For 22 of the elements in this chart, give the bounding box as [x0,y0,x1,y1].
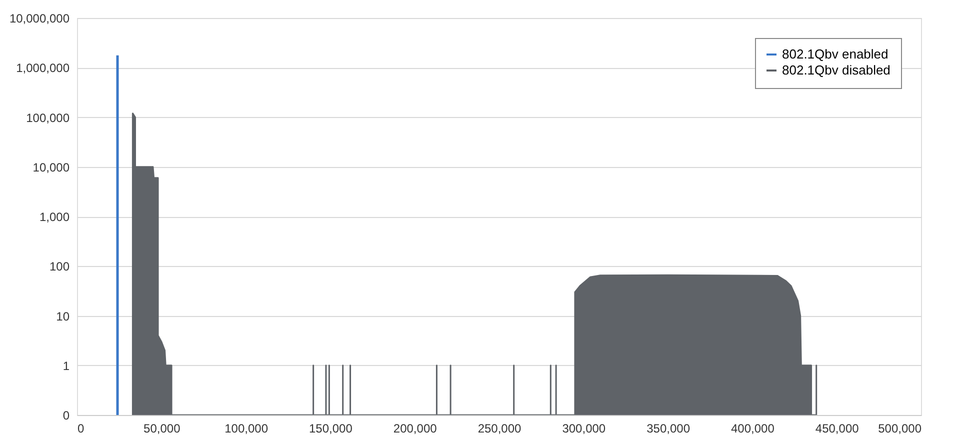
legend-label: 802.1Qbv disabled [782,62,890,78]
x-tick-label: 500,000 [878,422,922,436]
x-tick-label: 200,000 [393,422,438,436]
y-tick-label: 10 [56,309,70,324]
y-tick-label: 0 [62,408,70,422]
x-tick-label: 0 [78,422,84,436]
y-tick-label: 10,000 [32,160,70,174]
legend-label: 802.1Qbv enabled [782,46,888,62]
y-tick-label: 100,000 [26,110,70,125]
y-tick-label: 1,000,000 [16,61,70,76]
x-tick-label: 250,000 [478,422,522,436]
x-tick-label: 50,000 [144,422,181,436]
x-tick-label: 150,000 [309,422,353,436]
x-tick-label: 400,000 [731,422,775,436]
x-tick-label: 100,000 [224,422,268,436]
x-tick-label: 350,000 [646,422,690,436]
y-tick-label: 10,000,000 [9,12,70,26]
y-tick-label: 100 [49,260,70,274]
x-tick-label: 450,000 [815,422,860,436]
x-tick-label: 300,000 [562,422,606,436]
y-tick-label: 1,000 [39,210,70,224]
y-tick-label: 1 [62,358,70,373]
